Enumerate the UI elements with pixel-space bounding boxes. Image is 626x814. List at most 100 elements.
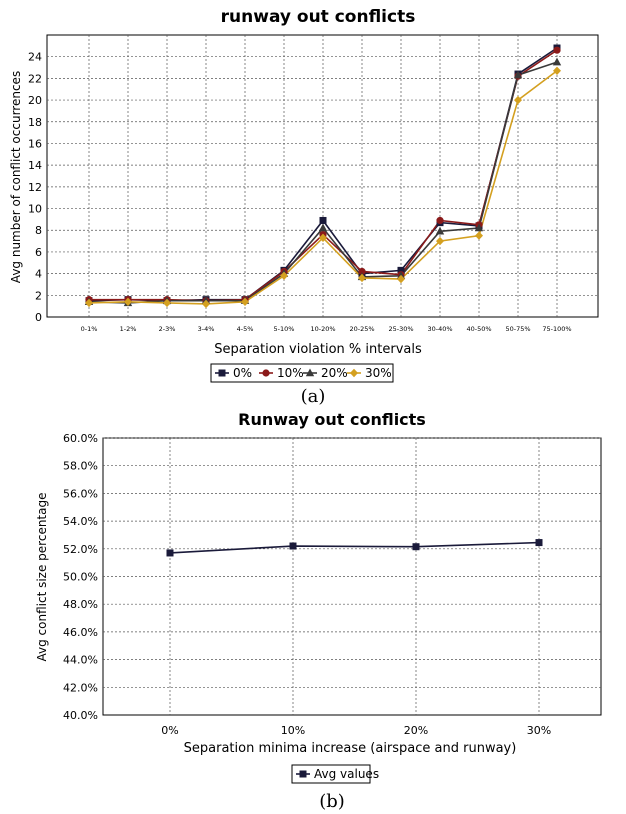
legend-label: 0% [233,366,252,380]
data-point [289,542,297,550]
legend-marker [218,369,226,377]
chart-a-caption: (a) [301,386,326,407]
chart-b-series [166,539,543,557]
chart-a-x-ticks: 0-1% 1-2% 2-3% 3-4% 4-5% 5-10% 10-20% 20-25% 25-… [81,325,572,333]
data-point [436,216,444,225]
data-point [358,273,366,283]
x-tick-label: 0-1% [81,325,98,333]
chart-a-series [84,44,562,309]
chart-b-title: Runway out conflicts [238,410,426,429]
y-tick-label: 40.0% [63,709,98,722]
chart-b-x-ticks: 0% 10% 20% 30% [161,724,551,737]
y-tick-label: 0 [35,311,42,324]
y-tick-label: 48.0% [63,598,98,611]
data-point [202,299,210,309]
y-tick-label: 18 [28,116,42,129]
data-point [85,298,93,308]
y-tick-label: 60.0% [63,432,98,445]
x-tick-label: 20% [404,724,428,737]
y-tick-label: 6 [35,246,42,259]
legend-marker [299,770,307,778]
legend-marker [305,368,315,377]
data-point [397,274,405,284]
x-tick-label: 4-5% [237,325,254,333]
chart-a-title: runway out conflicts [221,7,416,27]
x-tick-label: 1-2% [120,325,137,333]
x-tick-label: 30-40% [427,325,452,333]
legend-marker [262,369,270,377]
chart-b-y-axis-label: Avg conflict size percentage [35,493,49,662]
x-tick-label: 20-25% [349,325,374,333]
data-point [474,223,484,232]
data-point [163,298,171,308]
x-tick-label: 25-30% [388,325,413,333]
data-point [397,266,405,274]
data-point [514,95,522,105]
data-point [318,223,328,232]
legend-label: 20% [321,366,348,380]
legend-box [210,363,394,383]
chart-a: runway out conflicts 0246810121416182022… [9,7,599,407]
x-tick-label: 2-3% [159,325,176,333]
y-tick-label: 4 [35,268,42,281]
y-tick-label: 12 [28,181,42,194]
legend-marker [350,368,358,378]
y-tick-label: 2 [35,289,42,302]
x-tick-label: 50-75% [505,325,530,333]
data-point [358,267,366,276]
series-line [169,541,540,554]
y-tick-label: 42.0% [63,681,98,694]
y-tick-label: 20 [28,94,42,107]
data-point [475,231,483,240]
chart-a-y-axis-label: Avg number of conflict occurrences [9,71,23,283]
y-tick-label: 14 [28,159,42,172]
chart-a-x-axis-label: Separation violation % intervals [214,342,422,357]
legend-label: 30% [365,366,392,380]
y-tick-label: 54.0% [63,515,98,528]
data-point [513,70,523,79]
data-point [553,66,561,75]
data-point [412,543,420,551]
data-point [552,57,562,66]
y-tick-label: 8 [35,224,42,237]
chart-a-plot-area [46,34,599,318]
x-tick-label: 75-100% [542,325,571,333]
chart-a-legend: 0% 10% 20% 30% [210,363,394,383]
data-point [124,297,132,307]
chart-b: Runway out conflicts 40.0% 42.0% 44.0% 46.0… [35,410,602,812]
data-point [280,271,288,280]
chart-b-grid [103,437,601,715]
chart-b-legend: Avg values [291,764,379,784]
x-tick-label: 40-50% [466,325,491,333]
chart-b-x-axis-label: Separation minima increase (airspace and… [184,741,517,756]
x-tick-label: 3-4% [198,325,215,333]
chart-a-grid [47,35,598,317]
y-tick-label: 24 [28,51,42,64]
x-tick-label: 30% [527,724,551,737]
legend-label: Avg values [314,767,379,781]
y-tick-label: 56.0% [63,487,98,500]
data-point [166,549,174,557]
x-tick-label: 10% [281,724,305,737]
y-tick-label: 50.0% [63,571,98,584]
chart-b-caption: (b) [319,791,345,812]
data-point [535,539,543,547]
chart-b-y-ticks: 40.0% 42.0% 44.0% 46.0% 48.0% 50.0% 52.0% 54.0%… [63,432,98,722]
y-tick-label: 10 [28,203,42,216]
data-point [435,226,445,235]
y-tick-label: 58.0% [63,460,98,473]
legend-label: 10% [277,366,304,380]
x-tick-label: 0% [161,724,178,737]
y-tick-label: 22 [28,72,42,85]
y-tick-label: 44.0% [63,654,98,667]
data-point [319,233,327,243]
legend-box [291,764,371,784]
y-tick-label: 16 [28,137,42,150]
x-tick-label: 5-10% [274,325,295,333]
data-point [241,297,249,307]
data-point [436,236,444,246]
y-tick-label: 46.0% [63,626,98,639]
data-point [553,46,561,54]
